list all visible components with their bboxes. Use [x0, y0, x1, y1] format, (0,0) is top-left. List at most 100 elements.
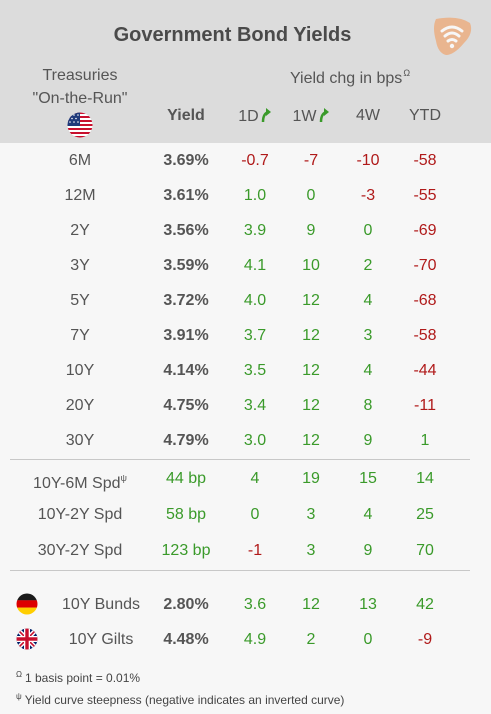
table-row-10y-2y-spread: 10Y-2Y Spd 58 bp 0 3 4 25	[0, 497, 491, 532]
wifi-signal-logo-icon	[434, 17, 472, 56]
change-value-positive: 12	[302, 362, 320, 379]
row-label: 12M	[64, 187, 96, 204]
table-row-30y-2y-spread: 30Y-2Y Spd 123 bp -1 3 9 70	[0, 533, 491, 568]
yield-value: 3.72%	[163, 292, 209, 309]
change-value-negative: -69	[413, 222, 437, 239]
change-value-positive: 4.0	[243, 292, 267, 309]
change-value-positive: 14	[416, 470, 434, 487]
section-divider	[10, 459, 470, 460]
change-value-positive: 4	[363, 506, 373, 523]
col-header-1w: 1W	[281, 107, 341, 126]
change-value-positive: 1	[420, 432, 430, 449]
yield-value: 4.75%	[163, 397, 209, 414]
change-value-positive: 4.1	[243, 257, 267, 274]
table-row-10y: 10Y 4.14% 3.5 12 4 -44	[0, 353, 491, 388]
yield-value: 3.61%	[163, 187, 209, 204]
yield-change-heading: Yield chg in bpsΩ	[289, 68, 411, 87]
change-value-positive: 25	[416, 506, 434, 523]
change-value-positive: 3	[306, 506, 316, 523]
change-value-negative: -9	[417, 631, 433, 648]
table-row-bunds: 10Y Bunds 2.80% 3.6 12 13 42	[0, 587, 491, 622]
change-value-positive: 0	[363, 631, 373, 648]
table-row-3y: 3Y 3.59% 4.1 10 2 -70	[0, 248, 491, 283]
change-value-positive: 3	[306, 542, 316, 559]
change-value-positive: 3	[363, 327, 373, 344]
change-value-positive: 3.4	[243, 397, 267, 414]
row-label: 30Y-2Y Spd	[37, 542, 123, 559]
change-value-negative: -0.7	[241, 152, 269, 169]
change-value-positive: 2	[306, 631, 316, 648]
change-value-positive: 0	[250, 506, 260, 523]
row-label: 5Y	[70, 292, 90, 309]
change-value-positive: 0	[363, 222, 373, 239]
change-value-positive: 4.9	[243, 631, 267, 648]
row-label: 10Y-2Y Spd	[37, 506, 123, 523]
germany-flag-icon	[16, 593, 38, 615]
table-row-12m: 12M 3.61% 1.0 0 -3 -55	[0, 178, 491, 213]
psi-footnote-mark: ψ	[120, 473, 127, 483]
curved-arrow-up-icon	[319, 108, 329, 123]
row-label: 10Y Bunds	[10, 587, 160, 622]
change-value-positive: 3.9	[243, 222, 267, 239]
row-label: 10Y	[65, 362, 95, 379]
yield-value: 4.79%	[163, 432, 209, 449]
table-row-10y-6m-spread: 10Y-6M Spdψ 44 bp 4 19 15 14	[0, 461, 491, 496]
yield-value: 3.59%	[163, 257, 209, 274]
page-title: Government Bond Yields	[113, 24, 352, 46]
change-value-positive: 9	[363, 542, 373, 559]
change-value-positive: 3.6	[243, 596, 267, 613]
change-value-positive: 42	[416, 596, 434, 613]
change-value-positive: 3.0	[243, 432, 267, 449]
change-value-positive: 0	[306, 187, 316, 204]
change-value-positive: 19	[302, 470, 320, 487]
change-value-positive: 12	[302, 292, 320, 309]
table-header: Government Bond Yields Treasuries "On-th…	[0, 0, 491, 143]
change-value-negative: -11	[414, 397, 436, 414]
change-value-negative: -58	[413, 327, 437, 344]
change-value-positive: 10	[302, 257, 320, 274]
change-value-positive: 70	[416, 542, 434, 559]
change-value-positive: 8	[363, 397, 373, 414]
curved-arrow-up-icon	[261, 108, 271, 123]
change-value-negative: -3	[360, 187, 376, 204]
change-value-negative: -10	[356, 152, 380, 169]
yield-value: 4.14%	[163, 362, 209, 379]
table-row-5y: 5Y 3.72% 4.0 12 4 -68	[0, 283, 491, 318]
change-value-negative: -68	[413, 292, 437, 309]
table-row-20y: 20Y 4.75% 3.4 12 8 -11	[0, 388, 491, 423]
col-header-4w: 4W	[356, 107, 380, 124]
yield-value: 4.48%	[163, 631, 209, 648]
change-value-positive: 1.0	[243, 187, 267, 204]
change-value-positive: 4	[250, 470, 260, 487]
col-header-1d: 1D	[225, 107, 285, 126]
change-value-positive: 15	[359, 470, 377, 487]
yield-value: 3.56%	[163, 222, 209, 239]
change-value-positive: 12	[302, 432, 320, 449]
yield-column-header: Yield	[167, 107, 205, 124]
us-flag-icon	[67, 112, 93, 138]
change-value-positive: 3.5	[243, 362, 267, 379]
yield-value: 3.91%	[163, 327, 209, 344]
table-row-2y: 2Y 3.56% 3.9 9 0 -69	[0, 213, 491, 248]
row-label: 10Y-6M Spdψ	[33, 473, 127, 492]
yield-value: 3.69%	[163, 152, 209, 169]
yield-value: 44 bp	[165, 470, 207, 487]
footnote-curve-steepness: ψ Yield curve steepness (negative indicat…	[16, 692, 345, 707]
change-value-negative: -7	[303, 152, 319, 169]
treasuries-heading: Treasuries "On-the-Run"	[32, 67, 128, 107]
change-value-positive: 12	[302, 327, 320, 344]
row-label: 7Y	[70, 327, 90, 344]
section-divider	[10, 570, 470, 571]
change-value-positive: 9	[363, 432, 373, 449]
yield-value: 58 bp	[165, 506, 207, 523]
change-value-positive: 12	[302, 596, 320, 613]
row-label: 3Y	[70, 257, 90, 274]
col-header-ytd: YTD	[409, 107, 441, 124]
change-value-positive: 9	[306, 222, 316, 239]
change-value-positive: 13	[359, 596, 377, 613]
change-value-positive: 4	[363, 292, 373, 309]
change-value-positive: 4	[363, 362, 373, 379]
change-value-positive: 3.7	[243, 327, 267, 344]
change-value-negative: -58	[413, 152, 437, 169]
